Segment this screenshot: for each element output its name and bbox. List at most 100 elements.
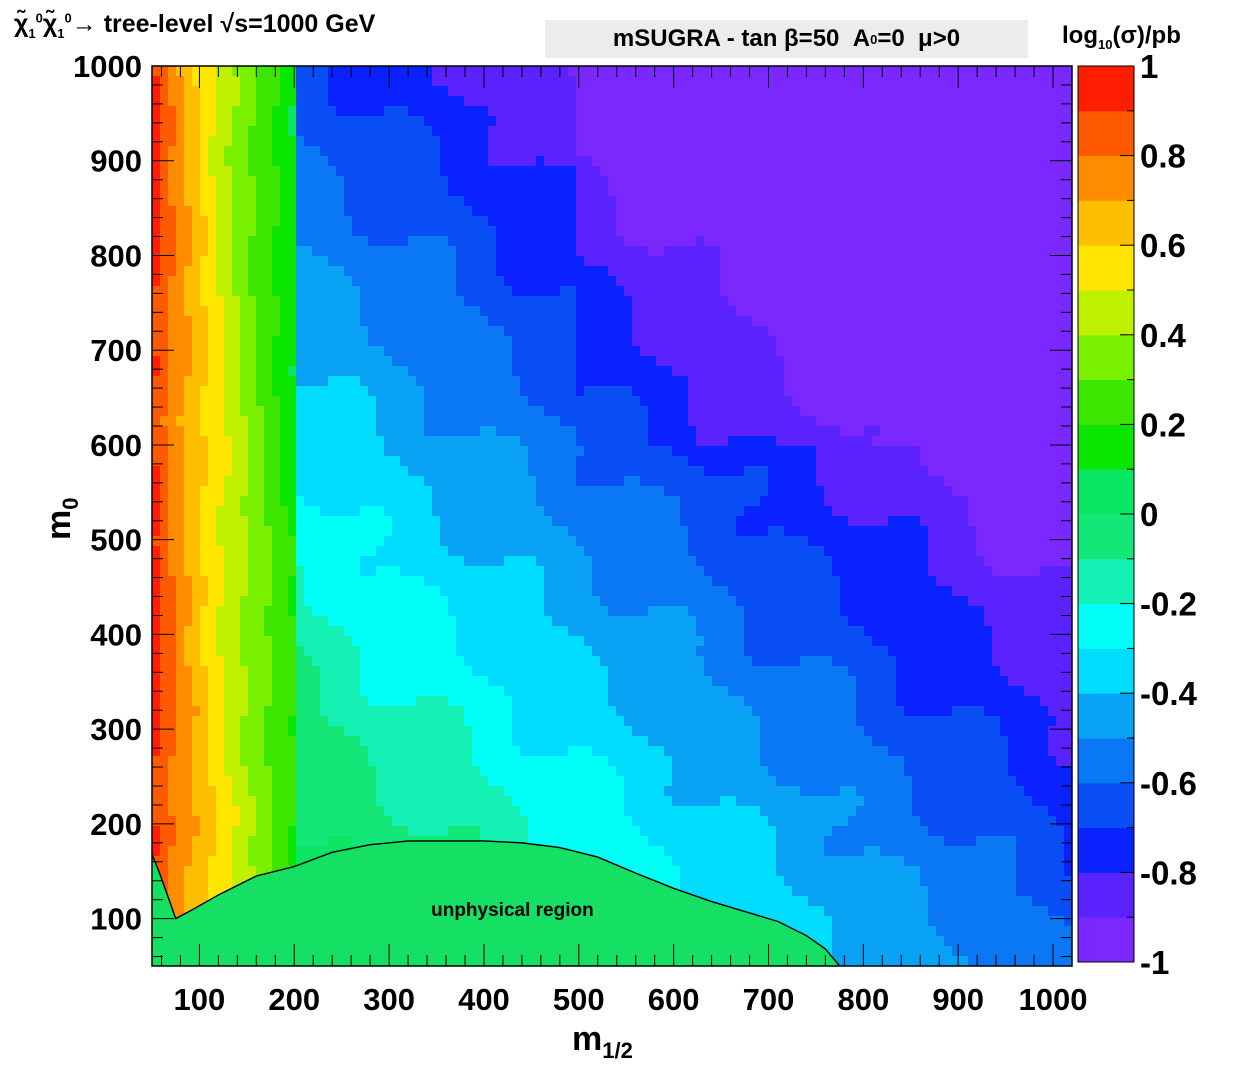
heatmap-cell [328, 286, 337, 297]
heatmap-cell [240, 156, 249, 167]
heatmap-cell [440, 826, 449, 837]
heatmap-cell [152, 86, 161, 97]
heatmap-cell [272, 826, 281, 837]
heatmap-cell [504, 556, 513, 567]
heatmap-cell [160, 256, 169, 267]
heatmap-cell [464, 776, 473, 787]
heatmap-cell [432, 386, 441, 397]
heatmap-cell [512, 506, 521, 517]
heatmap-cell [224, 286, 233, 297]
heatmap-cell [224, 686, 233, 697]
heatmap-cell [544, 676, 553, 687]
heatmap-cell [208, 466, 217, 477]
heatmap-cell [472, 296, 481, 307]
heatmap-cell [240, 706, 249, 717]
heatmap-cell [328, 296, 337, 307]
heatmap-cell [200, 646, 209, 657]
heatmap-cell [568, 706, 577, 717]
heatmap-cell [520, 546, 529, 557]
heatmap-cell [232, 306, 241, 317]
heatmap-cell [496, 296, 505, 307]
heatmap-cell [536, 76, 545, 87]
heatmap-cell [320, 276, 329, 287]
heatmap-cell [176, 676, 185, 687]
heatmap-cell [208, 386, 217, 397]
heatmap-cell [520, 276, 529, 287]
heatmap-cell [184, 206, 193, 217]
heatmap-cell [536, 686, 545, 697]
heatmap-cell [584, 556, 593, 567]
heatmap-cell [400, 736, 409, 747]
heatmap-cell [296, 626, 305, 637]
heatmap-cell [472, 686, 481, 697]
heatmap-cell [520, 576, 529, 587]
heatmap-cell [392, 86, 401, 97]
heatmap-cell [304, 816, 313, 827]
heatmap-cell [312, 256, 321, 267]
heatmap-cell [536, 666, 545, 677]
heatmap-cell [392, 756, 401, 767]
heatmap-cell [544, 286, 553, 297]
heatmap-cell [576, 546, 585, 557]
heatmap-cell [160, 686, 169, 697]
heatmap-cell [304, 736, 313, 747]
heatmap-cell [576, 786, 585, 797]
heatmap-cell [576, 106, 585, 117]
heatmap-cell [208, 756, 217, 767]
heatmap-cell [160, 806, 169, 817]
heatmap-cell [384, 766, 393, 777]
heatmap-cell [280, 216, 289, 227]
heatmap-cell [392, 136, 401, 147]
heatmap-cell [376, 376, 385, 387]
heatmap-cell [400, 366, 409, 377]
heatmap-cell [280, 496, 289, 507]
heatmap-cell [416, 516, 425, 527]
heatmap-cell [504, 306, 513, 317]
heatmap-cell [568, 156, 577, 167]
heatmap-cell [528, 816, 537, 827]
heatmap-cell [304, 496, 313, 507]
heatmap-cell [464, 506, 473, 517]
heatmap-cell [584, 316, 593, 327]
heatmap-cell [256, 136, 265, 147]
heatmap-cell [480, 596, 489, 607]
heatmap-cell [304, 596, 313, 607]
heatmap-cell [584, 546, 593, 557]
heatmap-cell [208, 746, 217, 757]
heatmap-cell [520, 676, 529, 687]
heatmap-cell [520, 436, 529, 447]
heatmap-cell [288, 706, 297, 717]
heatmap-cell [592, 526, 601, 537]
heatmap-cell [328, 786, 337, 797]
heatmap-cell [192, 506, 201, 517]
heatmap-cell [496, 676, 505, 687]
heatmap-cell [456, 86, 465, 97]
heatmap-cell [224, 436, 233, 447]
heatmap-cell [472, 726, 481, 737]
heatmap-cell [432, 416, 441, 427]
heatmap-cell [440, 746, 449, 757]
heatmap-cell [560, 646, 569, 657]
heatmap-cell [200, 546, 209, 557]
heatmap-cell [592, 236, 601, 247]
heatmap-cell [504, 456, 513, 467]
heatmap-cell [320, 586, 329, 597]
heatmap-cell [424, 536, 433, 547]
heatmap-cell [192, 526, 201, 537]
heatmap-cell [176, 406, 185, 417]
heatmap-cell [208, 216, 217, 227]
heatmap-cell [512, 196, 521, 207]
heatmap-cell [296, 506, 305, 517]
heatmap-cell [520, 786, 529, 797]
heatmap-cell [464, 826, 473, 837]
heatmap-cell [504, 726, 513, 737]
heatmap-cell [248, 846, 257, 857]
heatmap-cell [320, 816, 329, 827]
heatmap-cell [496, 766, 505, 777]
heatmap-cell [232, 696, 241, 707]
heatmap-cell [208, 356, 217, 367]
heatmap-cell [280, 436, 289, 447]
heatmap-cell [512, 166, 521, 177]
heatmap-cell [232, 406, 241, 417]
heatmap-cell [176, 756, 185, 767]
